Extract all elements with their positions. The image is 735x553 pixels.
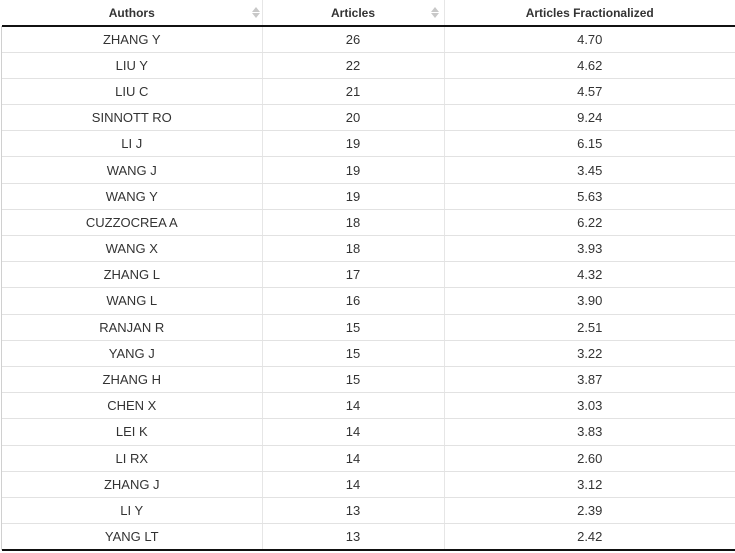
cell-articles: 14 [262, 471, 445, 498]
cell-articles: 19 [262, 130, 445, 158]
cell-author: CUZZOCREA A [2, 209, 263, 237]
cell-author: LEI K [2, 418, 263, 446]
cell-articles: 19 [262, 156, 445, 184]
cell-articles-fractionalized: 3.12 [444, 471, 735, 498]
cell-articles-fractionalized: 4.57 [444, 78, 735, 106]
cell-author: ZHANG L [2, 261, 263, 289]
cell-author: WANG J [2, 156, 263, 184]
table-left-border [1, 26, 2, 550]
column-header-label: Articles [330, 5, 376, 20]
table-row: SINNOTT RO 20 9.24 [2, 104, 735, 132]
cell-articles: 15 [262, 366, 445, 394]
cell-articles: 14 [262, 418, 445, 446]
cell-author: LI J [2, 130, 263, 158]
table-row: ZHANG L 17 4.32 [2, 261, 735, 289]
cell-articles-fractionalized: 3.45 [444, 156, 735, 184]
cell-author: WANG L [2, 287, 263, 315]
cell-articles: 16 [262, 287, 445, 315]
table-row: YANG J 15 3.22 [2, 340, 735, 367]
cell-articles-fractionalized: 3.90 [444, 287, 735, 315]
cell-articles: 18 [262, 235, 445, 263]
cell-author: YANG LT [2, 523, 263, 551]
table-row: ZHANG Y 26 4.70 [2, 26, 735, 53]
column-header-authors[interactable]: Authors [2, 0, 263, 27]
table-row: CUZZOCREA A 18 6.22 [2, 209, 735, 237]
table-row: LI RX 14 2.60 [2, 445, 735, 472]
table-row: LI J 19 6.15 [2, 130, 735, 158]
cell-articles-fractionalized: 6.15 [444, 130, 735, 158]
cell-author: WANG Y [2, 183, 263, 210]
cell-articles: 22 [262, 52, 445, 79]
cell-author: LI Y [2, 497, 263, 525]
table-row: ZHANG H 15 3.87 [2, 366, 735, 394]
cell-author: ZHANG J [2, 471, 263, 498]
cell-author: LIU C [2, 78, 263, 106]
table-row: WANG Y 19 5.63 [2, 183, 735, 210]
sort-icon[interactable] [430, 7, 439, 19]
cell-articles: 19 [262, 183, 445, 210]
cell-author: ZHANG Y [2, 26, 263, 53]
cell-articles: 21 [262, 78, 445, 106]
table-row: RANJAN R 15 2.51 [2, 314, 735, 341]
cell-articles: 26 [262, 26, 445, 53]
table-row: WANG L 16 3.90 [2, 287, 735, 315]
table-row: LI Y 13 2.39 [2, 497, 735, 525]
cell-articles-fractionalized: 3.87 [444, 366, 735, 394]
cell-articles: 20 [262, 104, 445, 132]
cell-author: WANG X [2, 235, 263, 263]
cell-articles-fractionalized: 3.83 [444, 418, 735, 446]
cell-author: LIU Y [2, 52, 263, 79]
table-row: YANG LT 13 2.42 [2, 523, 735, 551]
cell-articles-fractionalized: 6.22 [444, 209, 735, 237]
cell-author: LI RX [2, 445, 263, 472]
table-row: WANG J 19 3.45 [2, 156, 735, 184]
table-row: LEI K 14 3.83 [2, 418, 735, 446]
cell-articles-fractionalized: 4.32 [444, 261, 735, 289]
cell-articles-fractionalized: 5.63 [444, 183, 735, 210]
table-row: WANG X 18 3.93 [2, 235, 735, 263]
cell-articles-fractionalized: 2.39 [444, 497, 735, 525]
cell-articles-fractionalized: 2.42 [444, 523, 735, 551]
cell-articles: 14 [262, 392, 445, 420]
cell-articles-fractionalized: 3.93 [444, 235, 735, 263]
cell-author: ZHANG H [2, 366, 263, 394]
cell-articles-fractionalized: 2.51 [444, 314, 735, 341]
cell-articles: 18 [262, 209, 445, 237]
table-row: LIU Y 22 4.62 [2, 52, 735, 79]
cell-articles-fractionalized: 4.62 [444, 52, 735, 79]
cell-author: SINNOTT RO [2, 104, 263, 132]
cell-articles-fractionalized: 3.03 [444, 392, 735, 420]
table-row: CHEN X 14 3.03 [2, 392, 735, 420]
column-header-label: Authors [108, 5, 155, 20]
cell-author: CHEN X [2, 392, 263, 420]
cell-author: YANG J [2, 340, 263, 367]
table-body: ZHANG Y 26 4.70 LIU Y 22 4.62 LIU C 21 4.57 SINNO… [2, 26, 735, 551]
cell-articles: 13 [262, 523, 445, 551]
cell-articles: 13 [262, 497, 445, 525]
cell-articles: 15 [262, 314, 445, 341]
cell-articles: 15 [262, 340, 445, 367]
table-row: LIU C 21 4.57 [2, 78, 735, 106]
cell-articles: 17 [262, 261, 445, 289]
cell-articles-fractionalized: 9.24 [444, 104, 735, 132]
cell-articles-fractionalized: 2.60 [444, 445, 735, 472]
cell-articles-fractionalized: 3.22 [444, 340, 735, 367]
cell-articles: 14 [262, 445, 445, 472]
sort-icon[interactable] [252, 7, 260, 19]
cell-author: RANJAN R [2, 314, 263, 341]
cell-articles-fractionalized: 4.70 [444, 26, 735, 53]
column-header-articles[interactable]: Articles [262, 0, 445, 27]
column-header-label: Articles Fractionalized [525, 5, 654, 20]
table-header-row: Authors Articles Articles Fractionalized [2, 0, 735, 27]
column-header-articles-fractionalized[interactable]: Articles Fractionalized [444, 0, 735, 27]
table-row: ZHANG J 14 3.12 [2, 471, 735, 498]
